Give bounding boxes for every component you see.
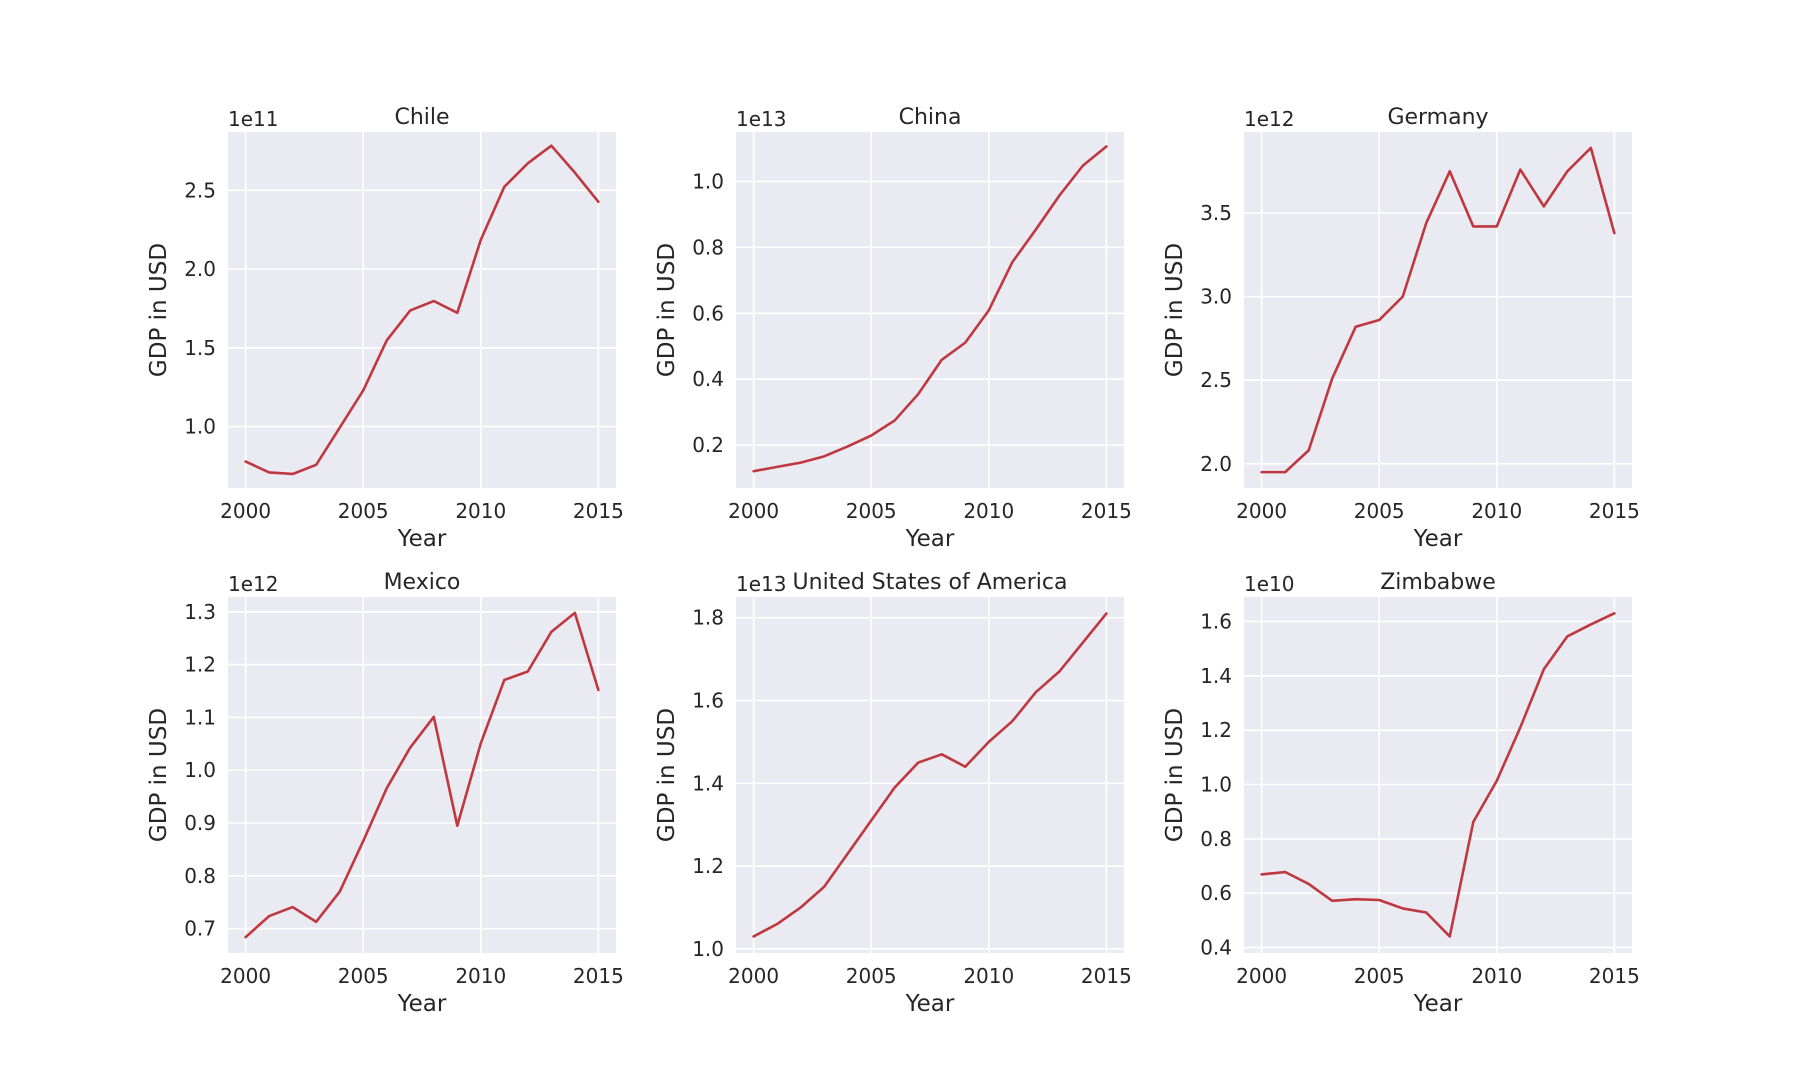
- y-tick-label: 2.0: [184, 257, 216, 281]
- chart-title: Zimbabwe: [1380, 570, 1496, 595]
- y-axis-label: GDP in USD: [654, 243, 680, 377]
- chart-title: United States of America: [793, 570, 1068, 595]
- chart-title: China: [899, 105, 962, 130]
- axis-offset-label: 1e13: [736, 107, 786, 131]
- plot-area: [736, 132, 1124, 488]
- x-tick-label: 2000: [728, 964, 779, 988]
- x-tick-label: 2015: [1589, 964, 1640, 988]
- x-axis-label: Year: [1413, 991, 1463, 1017]
- x-tick-label: 2000: [1236, 499, 1287, 523]
- x-axis-label: Year: [1413, 526, 1463, 552]
- y-axis-label: GDP in USD: [146, 708, 172, 842]
- axis-offset-label: 1e13: [736, 572, 786, 596]
- x-tick-label: 2005: [846, 964, 897, 988]
- chart-germany: 2000 2005 2010 2015 2.0 2.5 3.0 3.5 1e12 Germany Y…: [1162, 105, 1640, 552]
- y-tick-label: 2.5: [184, 178, 216, 202]
- series-line-germany: [1260, 146, 1616, 474]
- chart-chile: 2000 2005 2010 2015 1.0 1.5 2.0 2.5 1e11 Chile Yea…: [146, 105, 624, 552]
- series-line-united-states-of-america: [752, 612, 1108, 938]
- y-tick-label: 0.6: [1200, 881, 1232, 905]
- y-tick-label: 1.0: [1200, 773, 1232, 797]
- x-tick-label: 2005: [1354, 499, 1405, 523]
- y-tick-label: 0.8: [692, 235, 724, 259]
- y-tick-label: 1.0: [184, 415, 216, 439]
- x-tick-label: 2015: [573, 964, 624, 988]
- plot-area: [228, 132, 616, 488]
- x-tick-label: 2000: [220, 499, 271, 523]
- x-tick-label: 2015: [573, 499, 624, 523]
- y-tick-label: 1.2: [692, 854, 724, 878]
- chart-title: Chile: [394, 105, 449, 130]
- x-tick-label: 2010: [1471, 964, 1522, 988]
- y-tick-label: 0.4: [1200, 936, 1232, 960]
- y-axis-label: GDP in USD: [146, 243, 172, 377]
- axis-offset-label: 1e12: [228, 572, 278, 596]
- series-line-china: [752, 145, 1108, 473]
- y-tick-label: 1.3: [184, 600, 216, 624]
- y-tick-label: 0.4: [692, 367, 724, 391]
- plot-area: [228, 597, 616, 953]
- y-tick-label: 2.5: [1200, 368, 1232, 392]
- chart-china: 2000 2005 2010 2015 0.2 0.4 0.6 0.8 1.0 1e13 China…: [654, 105, 1132, 552]
- axis-offset-label: 1e12: [1244, 107, 1294, 131]
- y-tick-label: 1.2: [184, 653, 216, 677]
- chart-mexico: 2000 2005 2010 2015 0.7 0.8 0.9 1.0 1.1 1.2 1.3 1e1…: [146, 570, 624, 1017]
- y-tick-label: 0.7: [184, 917, 216, 941]
- y-tick-label: 0.8: [184, 864, 216, 888]
- series-line-chile: [244, 144, 600, 476]
- x-axis-label: Year: [905, 991, 955, 1017]
- x-axis-label: Year: [905, 526, 955, 552]
- x-axis-label: Year: [397, 991, 447, 1017]
- x-tick-label: 2015: [1081, 964, 1132, 988]
- y-tick-label: 1.6: [692, 688, 724, 712]
- y-axis-label: GDP in USD: [654, 708, 680, 842]
- y-axis-label: GDP in USD: [1162, 243, 1188, 377]
- y-tick-label: 1.4: [1200, 664, 1232, 688]
- y-tick-label: 0.9: [184, 811, 216, 835]
- chart-title: Mexico: [384, 570, 461, 595]
- x-tick-label: 2010: [1471, 499, 1522, 523]
- y-tick-label: 0.2: [692, 433, 724, 457]
- plot-area: [1244, 132, 1632, 488]
- x-tick-label: 2010: [963, 964, 1014, 988]
- y-tick-label: 1.2: [1200, 718, 1232, 742]
- x-tick-label: 2005: [1354, 964, 1405, 988]
- x-tick-label: 2010: [455, 964, 506, 988]
- y-tick-label: 1.8: [692, 606, 724, 630]
- x-tick-label: 2005: [338, 964, 389, 988]
- y-tick-label: 3.5: [1200, 201, 1232, 225]
- x-axis-label: Year: [397, 526, 447, 552]
- y-tick-label: 0.6: [692, 301, 724, 325]
- x-tick-label: 2010: [455, 499, 506, 523]
- x-tick-label: 2000: [220, 964, 271, 988]
- x-tick-label: 2005: [846, 499, 897, 523]
- x-tick-label: 2005: [338, 499, 389, 523]
- chart-title: Germany: [1387, 105, 1488, 130]
- y-tick-label: 1.0: [184, 758, 216, 782]
- x-tick-label: 2000: [728, 499, 779, 523]
- x-tick-label: 2000: [1236, 964, 1287, 988]
- plot-area: [736, 597, 1124, 953]
- y-tick-label: 1.0: [692, 169, 724, 193]
- y-axis-label: GDP in USD: [1162, 708, 1188, 842]
- y-tick-label: 1.4: [692, 771, 724, 795]
- y-tick-label: 2.0: [1200, 452, 1232, 476]
- y-tick-label: 1.6: [1200, 609, 1232, 633]
- y-tick-label: 3.0: [1200, 285, 1232, 309]
- chart-united-states-of-america: 2000 2005 2010 2015 1.0 1.2 1.4 1.6 1.8 1e13 Unite…: [654, 570, 1132, 1017]
- x-tick-label: 2010: [963, 499, 1014, 523]
- y-tick-label: 1.0: [692, 937, 724, 961]
- y-tick-label: 1.1: [184, 705, 216, 729]
- plot-area: [1244, 597, 1632, 953]
- chart-zimbabwe: 2000 2005 2010 2015 0.4 0.6 0.8 1.0 1.2 1.4 1.6 1e1…: [1162, 570, 1640, 1017]
- y-tick-label: 1.5: [184, 336, 216, 360]
- axis-offset-label: 1e10: [1244, 572, 1294, 596]
- series-line-mexico: [244, 611, 600, 939]
- axis-offset-label: 1e11: [228, 107, 278, 131]
- y-tick-label: 0.8: [1200, 827, 1232, 851]
- series-line-zimbabwe: [1260, 612, 1616, 938]
- x-tick-label: 2015: [1081, 499, 1132, 523]
- x-tick-label: 2015: [1589, 499, 1640, 523]
